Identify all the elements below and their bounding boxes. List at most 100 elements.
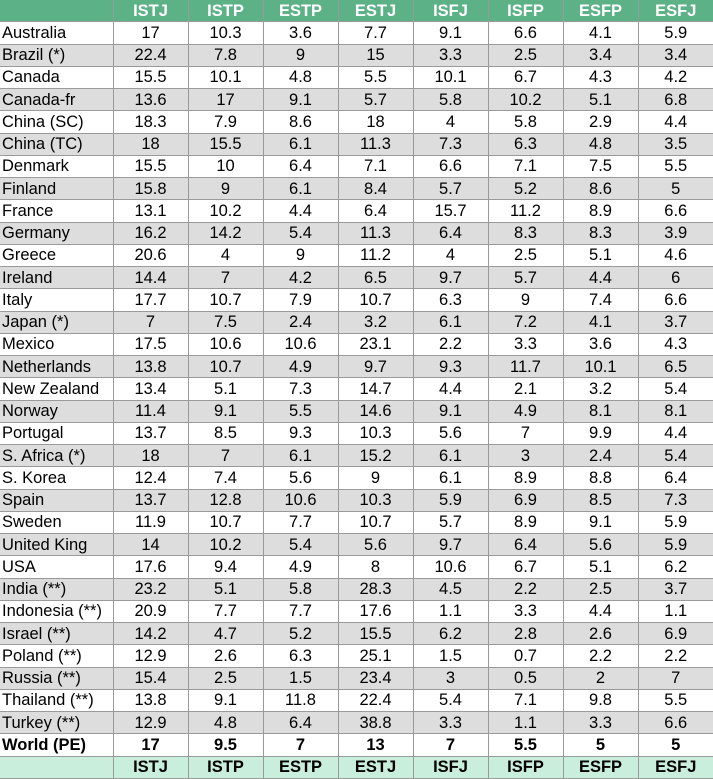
value-cell-istj: 12.4	[113, 466, 189, 490]
value-cell-isfj: 7.3	[413, 133, 489, 156]
value-cell-istj: 15.5	[113, 155, 189, 179]
value-cell-estj: 9	[338, 466, 414, 490]
value-cell-estj: 15	[338, 44, 414, 67]
value-cell-estj: 6.4	[338, 199, 414, 223]
value-cell-isfp: 4.9	[488, 400, 564, 423]
table-row: France 13.1 10.2 4.4 6.4 15.7 11.2 8.9 6.6	[0, 199, 713, 223]
country-cell: Netherlands	[0, 355, 114, 379]
value-cell-esfp: 2	[563, 667, 639, 690]
value-cell-estj: 13	[338, 733, 414, 757]
value-cell-isfj: 6.2	[413, 622, 489, 646]
value-cell-istp: 17	[188, 88, 264, 112]
value-cell-isfj: 9.1	[413, 400, 489, 423]
value-cell-isfp: 3.3	[488, 333, 564, 357]
value-cell-istj: 11.9	[113, 511, 189, 535]
column-footer-esfp: ESFP	[563, 756, 639, 779]
country-cell: Sweden	[0, 511, 114, 535]
value-cell-istj: 13.7	[113, 422, 189, 446]
country-cell: Denmark	[0, 155, 114, 179]
value-cell-estp: 6.3	[263, 644, 339, 668]
table-row: Denmark 15.5 10 6.4 7.1 6.6 7.1 7.5 5.5	[0, 155, 713, 179]
value-cell-esfp: 4.4	[563, 266, 639, 290]
value-cell-istp: 7.8	[188, 44, 264, 67]
value-cell-estp: 4.4	[263, 199, 339, 223]
column-header-isfj: ISFJ	[413, 0, 489, 23]
value-cell-estj: 5.5	[338, 66, 414, 90]
table-row: Italy 17.7 10.7 7.9 10.7 6.3 9 7.4 6.6	[0, 288, 713, 312]
value-cell-istj: 13.8	[113, 355, 189, 379]
value-cell-istj: 14.4	[113, 266, 189, 290]
table-row: Canada 15.5 10.1 4.8 5.5 10.1 6.7 4.3 4.2	[0, 66, 713, 90]
country-cell: USA	[0, 555, 114, 579]
value-cell-estp: 6.1	[263, 177, 339, 201]
value-cell-istj: 17.6	[113, 555, 189, 579]
value-cell-estj: 11.2	[338, 244, 414, 268]
value-cell-isfp: 2.2	[488, 578, 564, 601]
value-cell-esfp: 4.1	[563, 311, 639, 334]
value-cell-istp: 10.6	[188, 333, 264, 357]
value-cell-esfp: 8.8	[563, 466, 639, 490]
value-cell-esfj: 6.8	[638, 88, 713, 112]
value-cell-isfj: 9.7	[413, 266, 489, 290]
value-cell-istj: 13.4	[113, 377, 189, 401]
value-cell-isfp: 2.8	[488, 622, 564, 646]
value-cell-esfj: 5.4	[638, 377, 713, 401]
value-cell-estj: 7.1	[338, 155, 414, 179]
table-row: S. Korea 12.4 7.4 5.6 9 6.1 8.9 8.8 6.4	[0, 466, 713, 490]
value-cell-esfj: 4.6	[638, 244, 713, 268]
country-cell: Mexico	[0, 333, 114, 357]
value-cell-istj: 7	[113, 311, 189, 334]
value-cell-istj: 13.6	[113, 88, 189, 112]
country-cell: World (PE)	[0, 733, 114, 757]
value-cell-esfp: 3.2	[563, 377, 639, 401]
value-cell-istp: 4.8	[188, 711, 264, 735]
value-cell-istj: 11.4	[113, 400, 189, 423]
country-cell: Russia (**)	[0, 667, 114, 690]
value-cell-isfp: 5.5	[488, 733, 564, 757]
value-cell-esfj: 5.9	[638, 511, 713, 535]
value-cell-estp: 9	[263, 244, 339, 268]
value-cell-esfp: 8.5	[563, 489, 639, 512]
value-cell-isfj: 3.3	[413, 711, 489, 735]
value-cell-istp: 12.8	[188, 489, 264, 512]
country-cell: Finland	[0, 177, 114, 201]
value-cell-estp: 6.1	[263, 133, 339, 156]
table-row: China (TC) 18 15.5 6.1 11.3 7.3 6.3 4.8 3.5	[0, 133, 713, 156]
value-cell-estj: 8.4	[338, 177, 414, 201]
table-header: ISTJ ISTP ESTP ESTJ ISFJ ISFP ESFP ESFJ	[0, 0, 713, 23]
country-cell: France	[0, 199, 114, 223]
value-cell-istp: 9	[188, 177, 264, 201]
value-cell-estp: 4.8	[263, 66, 339, 90]
world-total-row: World (PE) 17 9.5 7 13 7 5.5 5 5	[0, 733, 713, 757]
value-cell-isfp: 6.7	[488, 66, 564, 90]
value-cell-isfp: 2.1	[488, 377, 564, 401]
value-cell-istj: 20.9	[113, 600, 189, 624]
value-cell-esfj: 4.2	[638, 66, 713, 90]
value-cell-esfj: 7	[638, 667, 713, 690]
value-cell-esfj: 6.6	[638, 711, 713, 735]
country-cell: Australia	[0, 21, 114, 45]
country-cell: Ireland	[0, 266, 114, 290]
value-cell-estj: 5.6	[338, 533, 414, 557]
value-cell-istp: 10.2	[188, 533, 264, 557]
value-cell-esfj: 2.2	[638, 644, 713, 668]
value-cell-istp: 10.1	[188, 66, 264, 90]
value-cell-istj: 18.3	[113, 110, 189, 134]
value-cell-istj: 15.5	[113, 66, 189, 90]
value-cell-estp: 4.9	[263, 555, 339, 579]
value-cell-isfp: 7.1	[488, 155, 564, 179]
value-cell-istj: 14	[113, 533, 189, 557]
value-cell-istj: 18	[113, 444, 189, 468]
value-cell-esfj: 6.4	[638, 466, 713, 490]
value-cell-estj: 14.7	[338, 377, 414, 401]
country-cell: China (SC)	[0, 110, 114, 134]
value-cell-isfj: 10.6	[413, 555, 489, 579]
value-cell-esfp: 2.4	[563, 444, 639, 468]
value-cell-isfj: 6.6	[413, 155, 489, 179]
value-cell-esfj: 5	[638, 177, 713, 201]
value-cell-estj: 9.7	[338, 355, 414, 379]
value-cell-estj: 7.7	[338, 21, 414, 45]
table-row: Spain 13.7 12.8 10.6 10.3 5.9 6.9 8.5 7.3	[0, 489, 713, 512]
table-row: Russia (**) 15.4 2.5 1.5 23.4 3 0.5 2 7	[0, 667, 713, 690]
